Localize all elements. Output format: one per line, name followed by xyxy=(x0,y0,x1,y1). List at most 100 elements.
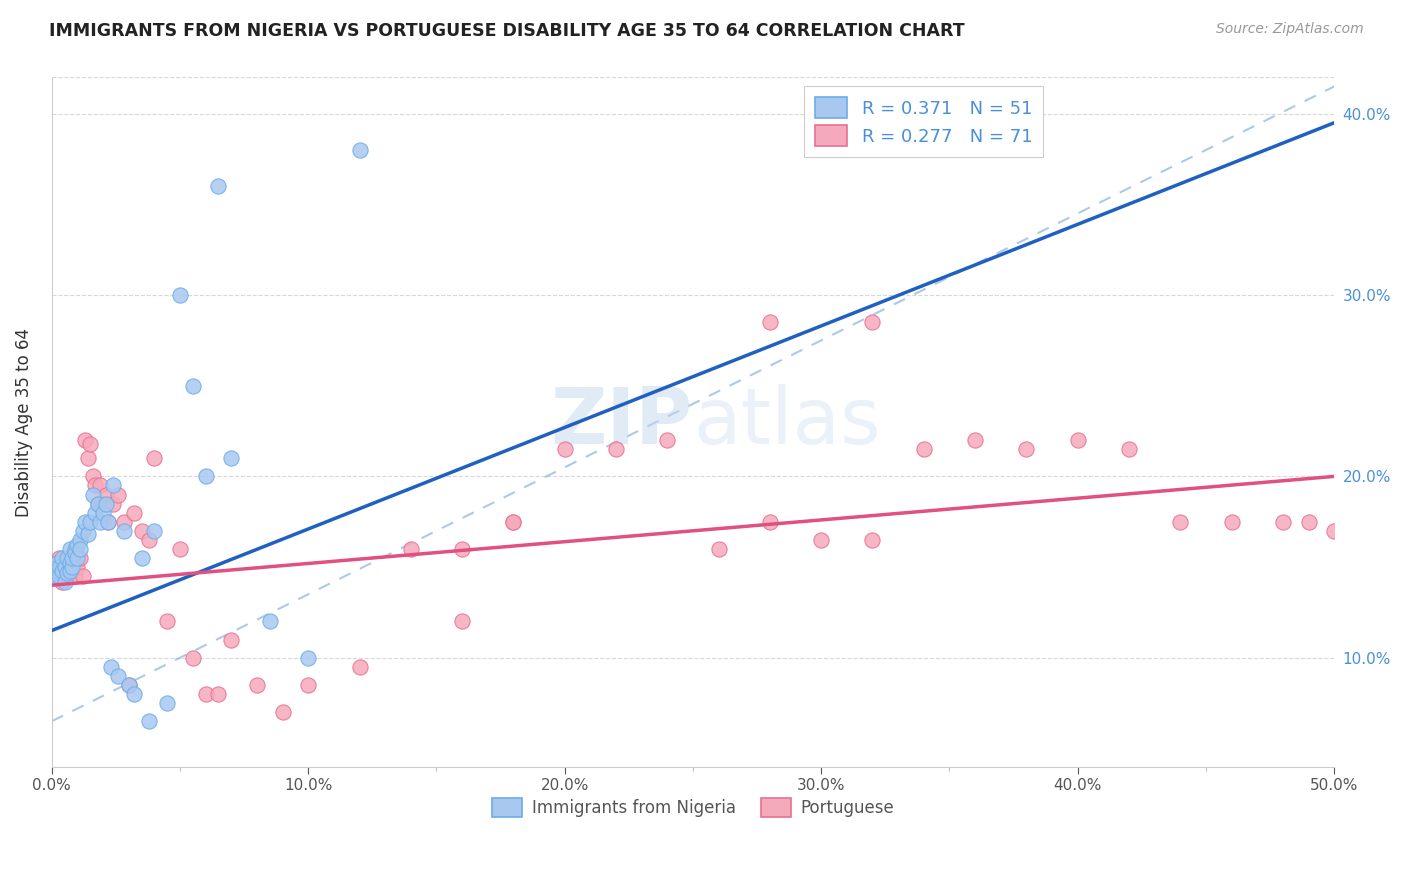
Point xyxy=(84,478,107,492)
Point xyxy=(759,315,782,329)
Point xyxy=(297,650,319,665)
Point xyxy=(399,541,422,556)
Point xyxy=(91,506,114,520)
Point xyxy=(271,705,294,719)
Point xyxy=(59,560,82,574)
Point xyxy=(605,442,627,457)
Point xyxy=(60,551,83,566)
Point xyxy=(87,497,110,511)
Point xyxy=(45,557,67,571)
Point xyxy=(759,515,782,529)
Point xyxy=(79,515,101,529)
Point xyxy=(97,515,120,529)
Point xyxy=(48,551,70,566)
Point xyxy=(502,515,524,529)
Point xyxy=(1271,515,1294,529)
Point xyxy=(156,696,179,710)
Point xyxy=(181,650,204,665)
Point xyxy=(1118,442,1140,457)
Point xyxy=(207,179,229,194)
Point xyxy=(965,433,987,447)
Point xyxy=(48,564,70,578)
Point xyxy=(259,615,281,629)
Point xyxy=(810,533,832,547)
Point xyxy=(349,143,371,157)
Point xyxy=(112,524,135,538)
Point xyxy=(1066,433,1088,447)
Point xyxy=(45,560,67,574)
Point xyxy=(207,687,229,701)
Point xyxy=(138,714,160,729)
Point xyxy=(657,433,679,447)
Point xyxy=(103,497,125,511)
Point xyxy=(297,678,319,692)
Point xyxy=(60,560,83,574)
Point xyxy=(53,560,76,574)
Point xyxy=(84,506,107,520)
Point xyxy=(451,615,474,629)
Point xyxy=(107,487,129,501)
Point xyxy=(1168,515,1191,529)
Point xyxy=(53,574,76,589)
Point xyxy=(82,487,104,501)
Text: atlas: atlas xyxy=(693,384,880,460)
Point xyxy=(94,487,117,501)
Point xyxy=(89,478,111,492)
Point xyxy=(82,469,104,483)
Text: ZIP: ZIP xyxy=(551,384,693,460)
Point xyxy=(63,541,86,556)
Y-axis label: Disability Age 35 to 64: Disability Age 35 to 64 xyxy=(15,327,32,516)
Point xyxy=(707,541,730,556)
Point xyxy=(76,451,98,466)
Point xyxy=(87,497,110,511)
Point xyxy=(59,551,82,566)
Point xyxy=(56,551,79,566)
Point xyxy=(100,660,122,674)
Point xyxy=(246,678,269,692)
Point xyxy=(502,515,524,529)
Point xyxy=(51,564,73,578)
Point xyxy=(1220,515,1243,529)
Point xyxy=(53,551,76,566)
Point xyxy=(862,315,884,329)
Point xyxy=(221,632,243,647)
Point xyxy=(51,560,73,574)
Point xyxy=(97,515,120,529)
Text: IMMIGRANTS FROM NIGERIA VS PORTUGUESE DISABILITY AGE 35 TO 64 CORRELATION CHART: IMMIGRANTS FROM NIGERIA VS PORTUGUESE DI… xyxy=(49,22,965,40)
Point xyxy=(131,524,153,538)
Point xyxy=(51,551,73,566)
Point xyxy=(69,533,91,547)
Point xyxy=(156,615,179,629)
Point xyxy=(169,288,191,302)
Point xyxy=(44,569,66,583)
Point xyxy=(169,541,191,556)
Point xyxy=(131,551,153,566)
Point xyxy=(143,451,166,466)
Point xyxy=(56,569,79,583)
Point xyxy=(122,506,145,520)
Point xyxy=(66,551,89,566)
Legend: Immigrants from Nigeria, Portuguese: Immigrants from Nigeria, Portuguese xyxy=(485,791,901,823)
Point xyxy=(66,538,89,552)
Point xyxy=(554,442,576,457)
Point xyxy=(59,564,82,578)
Point xyxy=(59,541,82,556)
Point xyxy=(89,515,111,529)
Point xyxy=(94,497,117,511)
Point xyxy=(44,557,66,571)
Point xyxy=(69,551,91,566)
Point xyxy=(349,660,371,674)
Point xyxy=(63,545,86,559)
Point xyxy=(75,433,97,447)
Point xyxy=(45,564,67,578)
Point xyxy=(51,574,73,589)
Point xyxy=(76,527,98,541)
Point xyxy=(1323,524,1346,538)
Point xyxy=(118,678,141,692)
Point xyxy=(60,557,83,571)
Point xyxy=(72,569,94,583)
Point xyxy=(194,469,217,483)
Point xyxy=(862,533,884,547)
Point xyxy=(44,564,66,578)
Point xyxy=(138,533,160,547)
